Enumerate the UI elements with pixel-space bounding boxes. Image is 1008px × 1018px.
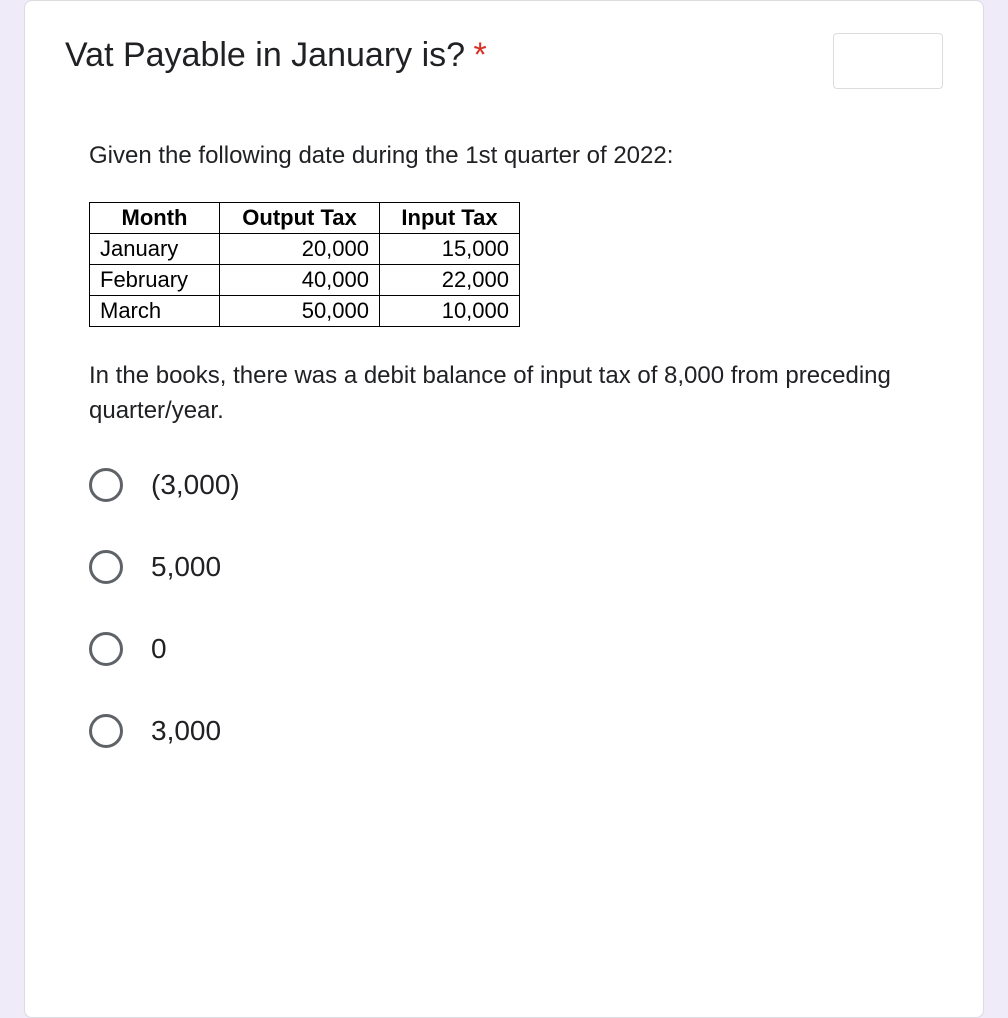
option-row[interactable]: 0 bbox=[89, 632, 943, 666]
radio-icon[interactable] bbox=[89, 550, 123, 584]
option-row[interactable]: (3,000) bbox=[89, 468, 943, 502]
question-header: Vat Payable in January is? * bbox=[65, 33, 943, 89]
question-title: Vat Payable in January is? bbox=[65, 36, 465, 74]
question-card: Vat Payable in January is? * Given the f… bbox=[24, 0, 984, 1018]
question-title-wrap: Vat Payable in January is? * bbox=[65, 33, 487, 77]
table-row: January 20,000 15,000 bbox=[90, 233, 520, 264]
table-cell-input: 22,000 bbox=[380, 264, 520, 295]
table-cell-month: February bbox=[90, 264, 220, 295]
table-cell-month: January bbox=[90, 233, 220, 264]
table-cell-input: 15,000 bbox=[380, 233, 520, 264]
radio-icon[interactable] bbox=[89, 632, 123, 666]
option-label: 3,000 bbox=[151, 715, 221, 747]
option-row[interactable]: 5,000 bbox=[89, 550, 943, 584]
option-row[interactable]: 3,000 bbox=[89, 714, 943, 748]
options-group: (3,000) 5,000 0 3,000 bbox=[89, 468, 943, 748]
points-box bbox=[833, 33, 943, 89]
table-header-month: Month bbox=[90, 202, 220, 233]
table-row: March 50,000 10,000 bbox=[90, 295, 520, 326]
question-note: In the books, there was a debit balance … bbox=[89, 359, 919, 429]
required-asterisk: * bbox=[474, 36, 487, 74]
table-cell-input: 10,000 bbox=[380, 295, 520, 326]
table-cell-output: 50,000 bbox=[220, 295, 380, 326]
table-header-output: Output Tax bbox=[220, 202, 380, 233]
table-cell-month: March bbox=[90, 295, 220, 326]
table-row: February 40,000 22,000 bbox=[90, 264, 520, 295]
table-header-input: Input Tax bbox=[380, 202, 520, 233]
table-cell-output: 20,000 bbox=[220, 233, 380, 264]
radio-icon[interactable] bbox=[89, 468, 123, 502]
question-intro: Given the following date during the 1st … bbox=[89, 139, 919, 174]
option-label: 0 bbox=[151, 633, 167, 665]
option-label: 5,000 bbox=[151, 551, 221, 583]
radio-icon[interactable] bbox=[89, 714, 123, 748]
option-label: (3,000) bbox=[151, 469, 240, 501]
tax-table: Month Output Tax Input Tax January 20,00… bbox=[89, 202, 520, 327]
table-header-row: Month Output Tax Input Tax bbox=[90, 202, 520, 233]
table-cell-output: 40,000 bbox=[220, 264, 380, 295]
